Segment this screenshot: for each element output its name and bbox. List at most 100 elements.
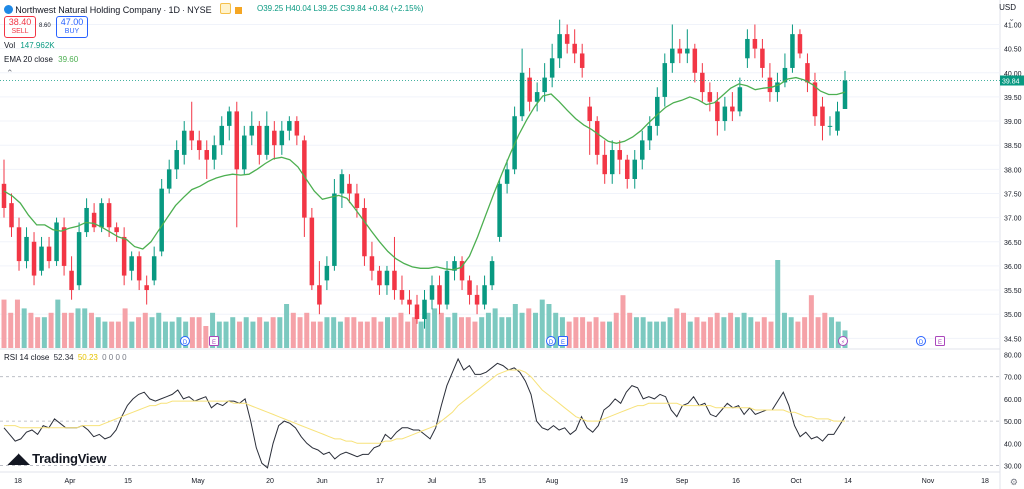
earnings-marker[interactable] xyxy=(935,336,945,346)
candle-body[interactable] xyxy=(181,130,187,155)
candle-body[interactable] xyxy=(662,63,668,97)
candle-body[interactable] xyxy=(624,159,630,179)
candle-body[interactable] xyxy=(752,38,758,49)
candle-body[interactable] xyxy=(564,34,570,44)
candle-body[interactable] xyxy=(422,299,427,320)
candle-body[interactable] xyxy=(264,125,270,155)
candle-body[interactable] xyxy=(362,207,367,257)
candle-body[interactable] xyxy=(384,270,390,286)
candle-body[interactable] xyxy=(99,203,104,228)
candle-body[interactable] xyxy=(790,34,795,68)
candle-body[interactable] xyxy=(294,121,300,136)
split-event-icon[interactable] xyxy=(838,336,848,346)
dividend-marker[interactable] xyxy=(546,336,556,346)
candle-body[interactable] xyxy=(775,82,780,93)
candle-body[interactable] xyxy=(242,135,247,170)
candle-body[interactable] xyxy=(39,246,44,271)
candle-body[interactable] xyxy=(670,48,675,64)
candle-body[interactable] xyxy=(827,125,833,127)
volume-legend[interactable]: Vol 147.962K xyxy=(4,41,55,50)
candle-body[interactable] xyxy=(812,82,818,117)
candle-body[interactable] xyxy=(399,290,405,300)
candle-body[interactable] xyxy=(632,159,638,179)
candle-body[interactable] xyxy=(534,92,540,102)
candle-body[interactable] xyxy=(114,227,119,233)
candle-body[interactable] xyxy=(504,169,510,184)
candle-body[interactable] xyxy=(24,236,29,262)
candle-body[interactable] xyxy=(685,48,690,54)
candle-body[interactable] xyxy=(647,125,653,141)
dividend-marker[interactable] xyxy=(180,336,190,346)
candle-body[interactable] xyxy=(129,256,134,271)
candle-body[interactable] xyxy=(715,101,720,122)
settings-gear-icon[interactable]: ⚙ xyxy=(1009,477,1018,487)
candle-body[interactable] xyxy=(31,241,37,276)
candle-body[interactable] xyxy=(782,67,788,83)
earnings-marker[interactable] xyxy=(558,336,568,346)
rsi-legend[interactable]: RSI 14 close 52.34 50.23 0 0 0 0 xyxy=(4,353,127,362)
candle-body[interactable] xyxy=(377,270,382,286)
rsi-line[interactable] xyxy=(3,357,846,469)
candle-body[interactable] xyxy=(347,183,352,194)
flag-icon[interactable] xyxy=(235,7,243,14)
candle-body[interactable] xyxy=(121,236,127,276)
earnings-marker[interactable] xyxy=(209,336,219,346)
candle-body[interactable] xyxy=(16,227,22,262)
candle-body[interactable] xyxy=(549,58,555,78)
company-name[interactable]: Northwest Natural Holding Company xyxy=(15,5,162,15)
candle-body[interactable] xyxy=(444,270,450,305)
candle-body[interactable] xyxy=(279,130,285,146)
candle-body[interactable] xyxy=(707,92,713,102)
candle-body[interactable] xyxy=(655,96,660,126)
dividend-marker[interactable] xyxy=(916,336,926,346)
candle-body[interactable] xyxy=(767,77,773,93)
candle-body[interactable] xyxy=(542,77,547,93)
candle-body[interactable] xyxy=(587,106,592,122)
candle-body[interactable] xyxy=(136,256,142,281)
candle-body[interactable] xyxy=(820,106,825,126)
candle-body[interactable] xyxy=(527,77,532,102)
candle-body[interactable] xyxy=(579,53,585,68)
candle-body[interactable] xyxy=(474,294,480,305)
candle-body[interactable] xyxy=(249,125,255,136)
candle-body[interactable] xyxy=(407,299,412,305)
candle-body[interactable] xyxy=(745,38,750,59)
candle-body[interactable] xyxy=(159,188,164,252)
candle-body[interactable] xyxy=(489,261,495,286)
candle-body[interactable] xyxy=(602,154,607,175)
collapse-legend-icon[interactable]: ⌃ xyxy=(6,68,14,78)
candle-body[interactable] xyxy=(497,183,502,237)
candle-body[interactable] xyxy=(722,106,728,122)
candle-body[interactable] xyxy=(84,207,89,233)
candle-body[interactable] xyxy=(557,34,562,59)
candle-body[interactable] xyxy=(151,256,157,281)
candle-body[interactable] xyxy=(144,285,149,291)
candle-body[interactable] xyxy=(805,63,810,83)
candle-body[interactable] xyxy=(700,72,705,93)
candle-body[interactable] xyxy=(69,270,74,291)
candle-body[interactable] xyxy=(835,111,840,131)
ema-20-line[interactable] xyxy=(3,76,846,271)
currency-dropdown-icon[interactable]: ⌄ xyxy=(1008,14,1015,23)
candle-body[interactable] xyxy=(1,183,7,208)
ema-legend[interactable]: EMA 20 close 39.60 xyxy=(4,55,78,64)
candle-body[interactable] xyxy=(91,212,97,228)
candle-body[interactable] xyxy=(272,130,277,146)
candle-body[interactable] xyxy=(730,106,735,112)
interval-label[interactable]: 1D xyxy=(168,5,180,15)
candle-body[interactable] xyxy=(324,265,330,281)
candle-body[interactable] xyxy=(572,43,577,54)
candle-body[interactable] xyxy=(332,193,337,266)
candle-body[interactable] xyxy=(414,304,420,320)
candle-body[interactable] xyxy=(467,280,472,295)
candle-body[interactable] xyxy=(9,203,14,228)
candle-body[interactable] xyxy=(369,256,375,271)
candle-body[interactable] xyxy=(640,140,645,160)
candle-body[interactable] xyxy=(46,246,52,262)
candle-body[interactable] xyxy=(211,145,217,160)
candle-body[interactable] xyxy=(692,48,698,73)
candle-body[interactable] xyxy=(617,150,622,160)
sell-button[interactable]: 38.40 SELL xyxy=(4,16,36,38)
candle-body[interactable] xyxy=(309,217,315,286)
